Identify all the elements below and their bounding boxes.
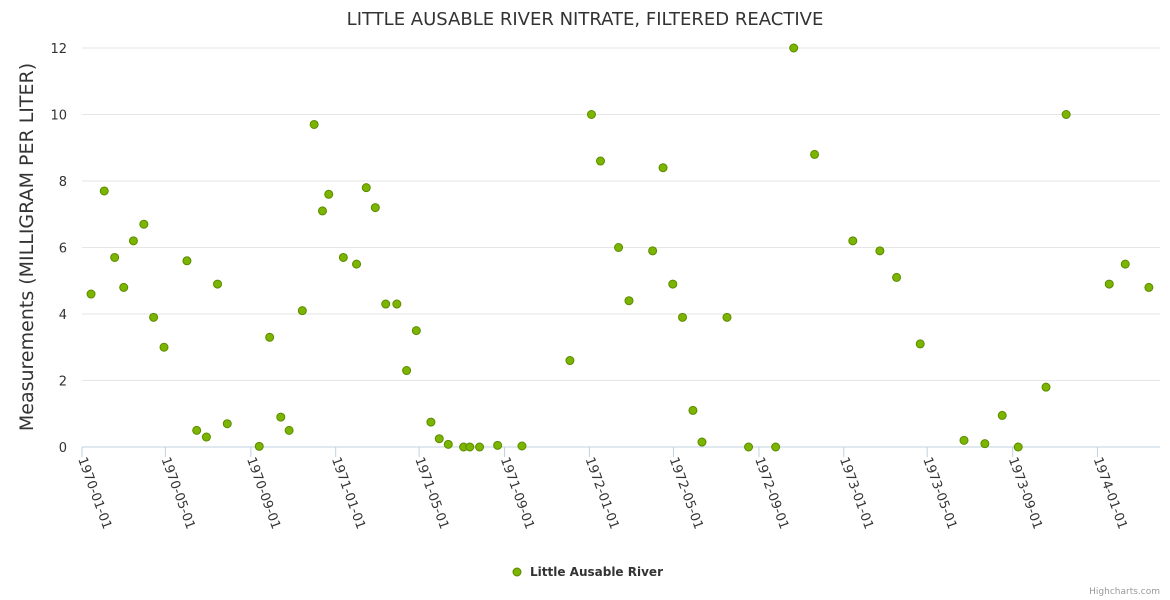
x-tick-label: 1974-01-01 [1090,455,1130,531]
data-point[interactable] [110,252,120,262]
data-point[interactable] [338,252,348,262]
data-point[interactable] [678,312,688,322]
x-axis-ticks: 1970-01-01 1970-05-01 1970-09-01 1971-01-01… [74,447,1130,531]
data-point[interactable] [475,442,485,452]
data-point[interactable] [265,332,275,342]
data-point[interactable] [697,437,707,447]
gridlines [82,47,1160,448]
x-tick-label: 1971-01-01 [328,455,368,531]
data-point[interactable] [99,186,109,196]
x-tick-label: 1973-05-01 [919,455,959,531]
y-tick-label: 2 [59,375,67,390]
data-point[interactable] [392,299,402,309]
data-point[interactable] [465,442,475,452]
data-point[interactable] [159,342,169,352]
data-point[interactable] [658,163,668,173]
data-point[interactable] [254,441,264,451]
data-point[interactable] [688,405,698,415]
data-point[interactable] [149,312,159,322]
y-tick-label: 10 [50,109,67,124]
data-point[interactable] [648,246,658,256]
data-point[interactable] [624,296,634,306]
data-point[interactable] [848,236,858,246]
data-point[interactable] [182,256,192,266]
data-point[interactable] [324,189,334,199]
data-point[interactable] [139,219,149,229]
data-point[interactable] [997,410,1007,420]
y-axis-ticks: 0 2 4 6 8 10 12 [50,42,67,456]
data-point[interactable] [434,434,444,444]
data-point[interactable] [810,149,820,159]
x-tick-label: 1971-09-01 [497,455,537,531]
data-point[interactable] [276,412,286,422]
data-point[interactable] [789,43,799,53]
data-point[interactable] [1104,279,1114,289]
data-point[interactable] [1041,382,1051,392]
data-point[interactable] [370,203,380,213]
data-point[interactable] [381,299,391,309]
data-point[interactable] [771,442,781,452]
legend-item[interactable]: Little Ausable River [512,565,663,579]
data-point[interactable] [1013,442,1023,452]
data-point[interactable] [565,356,575,366]
y-tick-label: 0 [59,441,67,456]
data-point[interactable] [744,442,754,452]
x-tick-label: 1972-09-01 [751,455,791,531]
data-point[interactable] [892,272,902,282]
data-point[interactable] [402,366,412,376]
chart-title: LITTLE AUSABLE RIVER NITRATE, FILTERED R… [347,9,824,30]
x-tick-label: 1971-05-01 [411,455,451,531]
data-point[interactable] [668,279,678,289]
credit-link[interactable]: Highcharts.com [1089,587,1160,597]
x-tick-label: 1970-09-01 [243,455,283,531]
legend-label[interactable]: Little Ausable River [530,565,663,579]
data-point[interactable] [309,119,319,129]
data-point[interactable] [517,441,527,451]
x-tick-label: 1970-01-01 [74,455,114,531]
data-point[interactable] [128,236,138,246]
data-point[interactable] [317,206,327,216]
data-point[interactable] [443,439,453,449]
x-tick-label: 1973-09-01 [1005,455,1045,531]
data-point[interactable] [192,425,202,435]
data-point[interactable] [297,306,307,316]
data-point[interactable] [614,243,624,252]
data-point[interactable] [980,439,990,449]
data-point[interactable] [201,432,211,442]
data-point[interactable] [875,246,885,256]
x-tick-label: 1972-05-01 [666,455,706,531]
data-point[interactable] [1061,110,1071,119]
y-tick-label: 6 [59,242,67,257]
data-point[interactable] [213,279,223,289]
data-point[interactable] [284,425,294,435]
data-point[interactable] [411,326,421,336]
data-point[interactable] [915,339,925,349]
data-point[interactable] [959,435,969,445]
data-point[interactable] [586,110,596,119]
data-point[interactable] [352,259,362,269]
data-point[interactable] [361,183,371,193]
y-tick-label: 4 [59,308,67,323]
data-point[interactable] [426,417,436,427]
legend-marker [512,567,522,577]
y-axis-label: Measurements (MILLIGRAM PER LITER) [16,63,38,431]
data-point[interactable] [86,289,96,299]
x-tick-label: 1973-01-01 [836,455,876,531]
data-point[interactable] [119,282,129,292]
x-tick-label: 1970-05-01 [158,455,198,531]
data-point[interactable] [222,419,232,429]
series-little-ausable-river [86,43,1154,452]
x-tick-label: 1972-01-01 [582,455,622,531]
data-point[interactable] [595,156,605,166]
data-point[interactable] [1120,259,1130,269]
data-point[interactable] [722,312,732,322]
data-point[interactable] [493,440,503,450]
y-tick-label: 12 [50,42,67,57]
y-tick-label: 8 [59,175,67,190]
data-point[interactable] [1144,282,1154,292]
